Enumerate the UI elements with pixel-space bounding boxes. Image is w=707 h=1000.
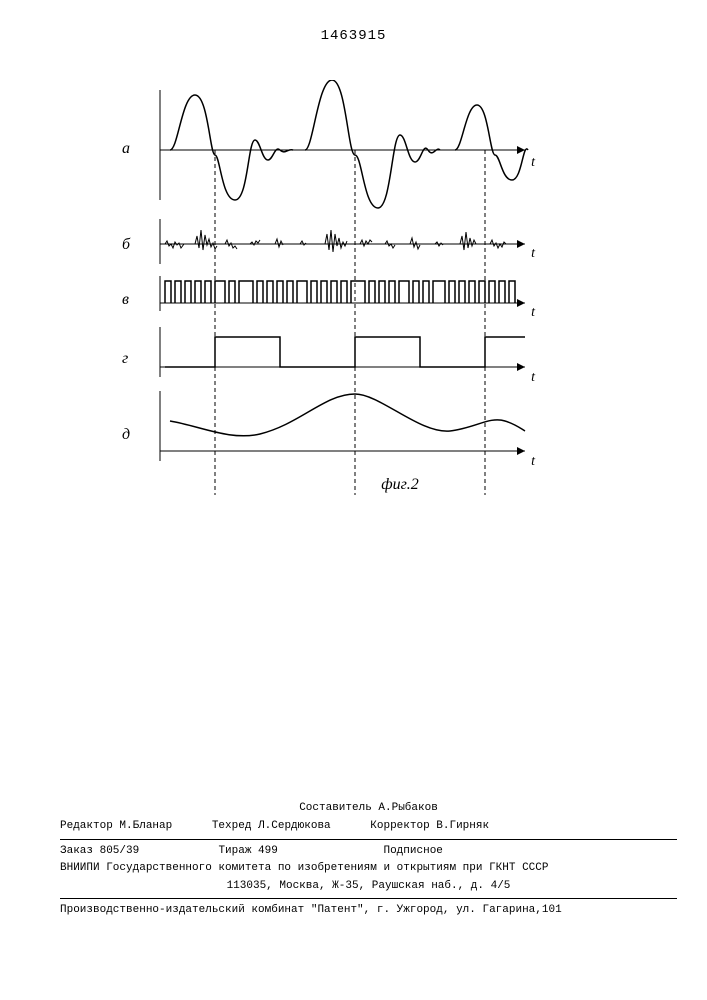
waveform-row-a: а t [140, 80, 540, 210]
credits-line: Редактор М.Бланар Техред Л.Сердюкова Кор… [60, 818, 677, 836]
footer-block: Составитель А.Рыбаков Редактор М.Бланар … [60, 800, 677, 920]
axis-label-d: t [531, 454, 535, 470]
axis-label-b: t [531, 246, 535, 262]
axis-label-g: t [531, 370, 535, 386]
row-label-g: г [122, 350, 128, 368]
figure-label: фиг.2 [260, 476, 540, 494]
waveform-row-b: б t [140, 214, 540, 269]
divider-1 [60, 839, 677, 840]
address-line: 113035, Москва, Ж-35, Раушская наб., д. … [60, 878, 677, 896]
page-number: 1463915 [321, 28, 387, 44]
subscribe: Подписное [383, 845, 442, 857]
axis-label-v: t [531, 305, 535, 321]
techred: Техред Л.Сердюкова [212, 820, 331, 832]
row-label-v: в [122, 291, 129, 309]
editor: Редактор М.Бланар [60, 820, 172, 832]
compiler-line: Составитель А.Рыбаков [60, 800, 677, 818]
tirage: Тираж 499 [218, 845, 277, 857]
divider-2 [60, 898, 677, 899]
printer-line: Производственно-издательский комбинат "П… [60, 902, 677, 920]
axis-label-a: t [531, 155, 535, 171]
corrector: Корректор В.Гирняк [370, 820, 489, 832]
waveform-row-d: д t [140, 386, 540, 466]
order: Заказ 805/39 [60, 845, 139, 857]
row-label-d: д [122, 426, 130, 444]
figure-2: а t б [140, 80, 540, 494]
waveform-row-v: в t [140, 273, 540, 318]
waveform-row-g: г t [140, 322, 540, 382]
org-line: ВНИИПИ Государственного комитета по изоб… [60, 860, 677, 878]
row-label-b: б [122, 236, 130, 254]
row-label-a: а [122, 140, 130, 158]
order-line: Заказ 805/39 Тираж 499 Подписное [60, 843, 677, 861]
